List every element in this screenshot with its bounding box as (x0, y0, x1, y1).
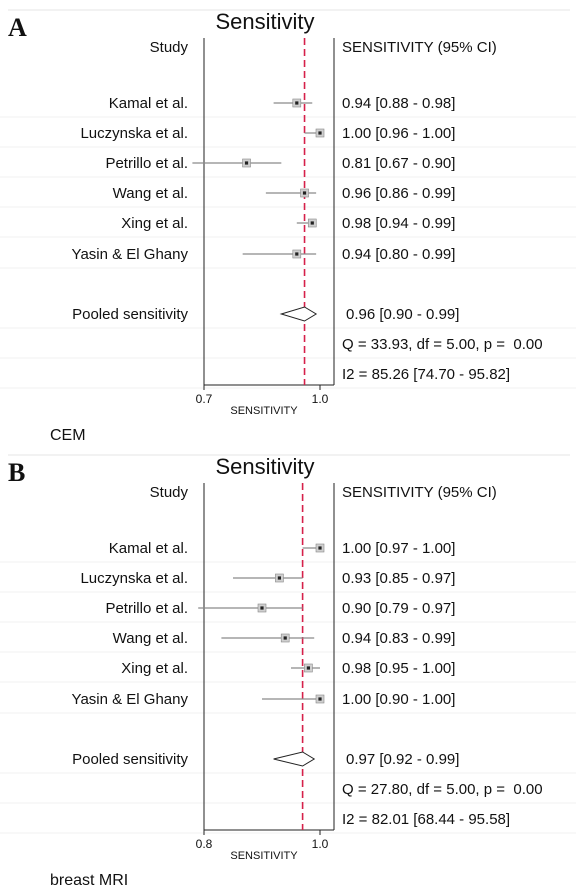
ci-header: SENSITIVITY (95% CI) (342, 39, 497, 56)
study-label: Luczynska et al. (80, 125, 188, 142)
study-ci-text: 1.00 [0.90 - 1.00] (342, 691, 455, 708)
study-label: Xing et al. (121, 660, 188, 677)
x-tick-label: 1.0 (312, 392, 329, 406)
point-estimate-core (318, 546, 322, 550)
study-ci-text: 1.00 [0.96 - 1.00] (342, 125, 455, 142)
pooled-ci-text: 0.97 [0.92 - 0.99] (346, 751, 459, 768)
point-estimate-core (310, 221, 314, 225)
pooled-label: Pooled sensitivity (72, 306, 188, 323)
study-ci-text: 0.98 [0.94 - 0.99] (342, 215, 455, 232)
chart-title: Sensitivity (215, 9, 314, 34)
x-axis-label: SENSITIVITY (230, 850, 298, 862)
study-ci-text: 0.98 [0.95 - 1.00] (342, 660, 455, 677)
study-label: Wang et al. (113, 185, 188, 202)
point-estimate-core (283, 636, 287, 640)
study-label: Yasin & El Ghany (72, 691, 189, 708)
panel-caption: breast MRI (50, 872, 128, 889)
heterogeneity-i2-stat: I2 = 85.26 [74.70 - 95.82] (342, 366, 510, 383)
pooled-ci-text: 0.96 [0.90 - 0.99] (346, 306, 459, 323)
pooled-diamond (273, 751, 316, 767)
panel-b-forest-plot: B Sensitivity Study SENSITIVITY (95% CI) 0.8… (0, 445, 576, 891)
panel-letter: B (8, 458, 25, 487)
x-tick-label: 1.0 (312, 837, 329, 851)
panel-letter: A (8, 13, 27, 42)
heterogeneity-q-stat: Q = 33.93, df = 5.00, p = 0.00 (342, 336, 543, 353)
study-label: Xing et al. (121, 215, 188, 232)
pooled-label: Pooled sensitivity (72, 751, 188, 768)
point-estimate-core (318, 131, 322, 135)
study-label: Petrillo et al. (105, 600, 188, 617)
heterogeneity-i2-stat: I2 = 82.01 [68.44 - 95.58] (342, 811, 510, 828)
ci-header: SENSITIVITY (95% CI) (342, 484, 497, 501)
point-estimate-core (318, 697, 322, 701)
study-ci-text: 1.00 [0.97 - 1.00] (342, 540, 455, 557)
study-ci-text: 0.90 [0.79 - 0.97] (342, 600, 455, 617)
study-label: Petrillo et al. (105, 155, 188, 172)
study-header: Study (150, 484, 189, 501)
panel-a-chart-svg: A Sensitivity Study SENSITIVITY (95% CI) 0.7… (0, 9, 576, 444)
point-estimate-core (244, 161, 249, 165)
chart-title: Sensitivity (215, 454, 314, 479)
panel-a-forest-plot: A Sensitivity Study SENSITIVITY (95% CI) 0.7… (0, 0, 576, 445)
study-label: Luczynska et al. (80, 570, 188, 587)
x-tick-label: 0.7 (196, 392, 213, 406)
heterogeneity-q-stat: Q = 27.80, df = 5.00, p = 0.00 (342, 781, 543, 798)
study-ci-text: 0.93 [0.85 - 0.97] (342, 570, 455, 587)
point-estimate-core (295, 101, 299, 105)
study-ci-text: 0.94 [0.88 - 0.98] (342, 95, 455, 112)
study-header: Study (150, 39, 189, 56)
study-label: Kamal et al. (109, 95, 188, 112)
study-label: Yasin & El Ghany (72, 246, 189, 263)
x-tick-label: 0.8 (196, 837, 213, 851)
panel-b-chart-svg: B Sensitivity Study SENSITIVITY (95% CI) 0.8… (0, 454, 576, 889)
point-estimate-core (277, 576, 281, 580)
pooled-diamond (279, 306, 318, 322)
point-estimate-core (260, 606, 264, 610)
study-label: Kamal et al. (109, 540, 188, 557)
study-label: Wang et al. (113, 630, 188, 647)
panel-caption: CEM (50, 427, 86, 444)
study-ci-text: 0.94 [0.83 - 0.99] (342, 630, 455, 647)
point-estimate-core (302, 191, 307, 195)
study-ci-text: 0.81 [0.67 - 0.90] (342, 155, 455, 172)
study-ci-text: 0.96 [0.86 - 0.99] (342, 185, 455, 202)
x-axis-label: SENSITIVITY (230, 405, 298, 417)
point-estimate-core (306, 666, 310, 670)
point-estimate-core (295, 252, 299, 256)
study-ci-text: 0.94 [0.80 - 0.99] (342, 246, 455, 263)
